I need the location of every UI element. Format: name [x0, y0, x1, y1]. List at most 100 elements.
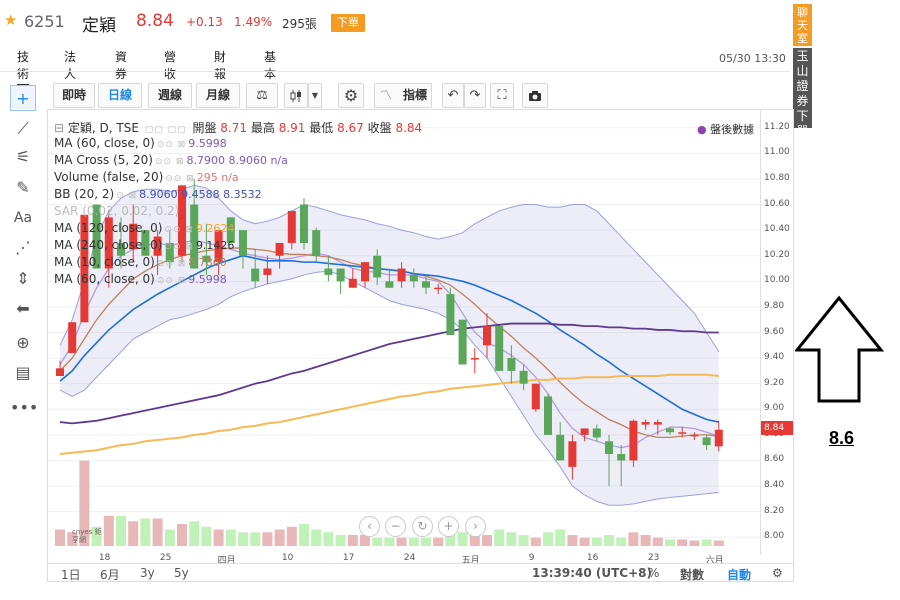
legend-open-label: 開盤 — [192, 121, 217, 135]
price-chart[interactable] — [48, 110, 760, 556]
legend-row[interactable]: Volume (false, 20) ⊙⊙ ⊠ 295 n/a — [54, 170, 422, 187]
y-tick-label: 8.20 — [764, 505, 785, 516]
zoom-out-icon[interactable]: − — [385, 516, 406, 537]
legend-label: SAR (0.02, 0.02, 0.2) — [54, 204, 180, 218]
legend-row[interactable]: MA (60, close, 0) ⊙⊙ ⊠ 9.5998 — [54, 136, 422, 153]
tab-revenue[interactable]: 營收 — [164, 50, 177, 81]
crosshair-icon[interactable]: + — [10, 85, 36, 111]
more-icon[interactable]: ••• — [10, 398, 39, 417]
volume-bar — [116, 515, 126, 546]
camera-icon[interactable] — [522, 83, 548, 108]
series-line-ma-60 — [59, 322, 719, 425]
candle — [92, 204, 101, 269]
log-toggle[interactable]: 對數 — [680, 568, 705, 582]
scroll-right-icon[interactable]: › — [465, 516, 486, 537]
price-change: +0.13 — [186, 15, 223, 29]
candle — [556, 434, 565, 461]
legend-row[interactable]: SAR (0.02, 0.02, 0.2) — [54, 204, 422, 221]
candle — [275, 242, 284, 256]
range-5y[interactable]: 5y — [174, 566, 189, 580]
volume-bar — [421, 537, 431, 546]
ruler-icon[interactable]: ▤ — [15, 363, 31, 382]
candle — [702, 437, 711, 446]
percent-toggle[interactable]: % — [648, 566, 660, 580]
legend-controls-icon[interactable]: ⊙⊙ ⊠ — [165, 174, 195, 184]
pattern-icon[interactable]: ⋰ — [15, 238, 31, 257]
candlestick-icon[interactable] — [284, 83, 308, 108]
chevron-down-icon[interactable]: ▼ — [308, 83, 322, 108]
candle — [202, 255, 211, 263]
stock-name: 定穎 — [82, 16, 116, 36]
tab-basic[interactable]: 基本 — [264, 50, 277, 81]
y-tick-label: 11.00 — [764, 147, 790, 158]
candle — [397, 268, 406, 282]
text-tool-icon[interactable]: Aa — [13, 210, 33, 226]
legend-row[interactable]: MA (60, close, 0) ⊙⊙ ⊠ 9.5998 — [54, 272, 422, 289]
undo-icon[interactable]: ↶ — [442, 83, 464, 108]
daily-button[interactable]: 日線 — [98, 83, 142, 108]
after-hours-label[interactable]: ● 盤後數據 — [697, 123, 755, 136]
volume-bar — [213, 529, 224, 546]
range-3y[interactable]: 3y — [140, 566, 155, 580]
gear-icon[interactable]: ⚙ — [338, 83, 364, 108]
monthly-button[interactable]: 月線 — [196, 83, 240, 108]
legend-row[interactable]: BB (20, 2) ⊙ ⊠ 8.9060 9.4588 8.3532 — [54, 187, 422, 204]
zoom-in-nav-icon[interactable]: + — [438, 516, 459, 537]
legend-row[interactable]: MA Cross (5, 20) ⊙⊙ ⊠ 8.7900 8.9060 n/a — [54, 153, 422, 170]
compare-icon[interactable]: ⚖ — [246, 83, 278, 108]
auto-toggle[interactable]: 自動 — [727, 568, 752, 582]
volume-bar — [177, 524, 187, 546]
range-6m[interactable]: 6月 — [100, 568, 120, 582]
legend-row[interactable]: MA (240, close, 0) ⊙⊙ ⊠ 9.1426 — [54, 238, 422, 255]
candle — [324, 268, 333, 275]
chart-area[interactable] — [47, 109, 794, 582]
fibonacci-icon[interactable]: ⚟ — [15, 147, 31, 166]
tabs-divider — [0, 71, 790, 72]
legend-value: 9.5998 — [188, 137, 227, 150]
tab-margin[interactable]: 資券 — [115, 50, 128, 81]
candle — [104, 217, 113, 269]
legend-row[interactable]: MA (120, close, 0) ⊙⊙ ⊠ 9.2624 — [54, 221, 422, 238]
intraday-button[interactable]: 即時 — [53, 83, 95, 108]
redo-icon[interactable]: ↷ — [464, 83, 486, 108]
order-button[interactable]: 下單 — [331, 14, 365, 32]
tab-institutional[interactable]: 法人 — [64, 50, 77, 81]
settings-icon[interactable]: ⚙ — [772, 566, 783, 580]
fullscreen-icon[interactable]: ⛶ — [490, 83, 514, 108]
chatroom-button[interactable]: 聊天室 — [793, 4, 812, 46]
quote-datetime: 05/30 13:30 — [719, 52, 786, 65]
tab-technical[interactable]: 技術 — [17, 46, 30, 86]
volume-bar — [457, 532, 468, 546]
esun-order-button[interactable]: 玉山證券下單 — [793, 48, 812, 138]
legend-row[interactable]: MA (10, close, 0) ⊙⊙ ⊠ 8.7860 — [54, 255, 422, 272]
trendline-icon[interactable]: ⟋ — [17, 119, 29, 138]
clock-time[interactable]: 13:39:40 (UTC+8) — [532, 566, 652, 580]
legend-controls-icon[interactable]: ⊙⊙ ⊠ — [154, 157, 185, 167]
star-icon[interactable]: ★ — [4, 11, 18, 29]
legend-value: 8.7900 8.9060 n/a — [186, 154, 288, 167]
legend-controls-icon[interactable]: ⊙⊙ ⊠ — [156, 140, 187, 150]
arrow-left-icon[interactable]: ⬅ — [16, 299, 30, 318]
volume-bar — [128, 521, 139, 546]
legend-controls-icon[interactable]: ▢▢ ▢▢ — [144, 125, 187, 135]
weekly-button[interactable]: 週線 — [148, 83, 192, 108]
candle — [68, 322, 77, 353]
legend-label: MA (120, close, 0) — [54, 221, 163, 235]
volume-bar — [323, 532, 334, 546]
measure-icon[interactable]: ⇕ — [16, 269, 30, 288]
legend-controls-icon[interactable]: ⊙⊙ ⊠ — [156, 259, 187, 269]
tab-financials[interactable]: 財報 — [214, 50, 227, 81]
y-tick-label: 10.60 — [764, 198, 790, 209]
indicators-button[interactable]: 〽 指標 — [374, 83, 432, 108]
legend-controls-icon[interactable]: ⊙⊙ ⊠ — [156, 276, 187, 286]
candle — [226, 217, 235, 243]
legend-controls-icon[interactable]: ⊙⊙ ⊠ — [164, 225, 194, 235]
legend-controls-icon[interactable]: ⊙⊙ ⊠ — [164, 242, 194, 252]
brush-icon[interactable]: ✎ — [16, 178, 30, 197]
range-1d[interactable]: 1日 — [61, 568, 81, 582]
legend-controls-icon[interactable]: ⊙ ⊠ — [116, 191, 138, 201]
candle — [422, 281, 430, 288]
reset-icon[interactable]: ↻ — [412, 516, 433, 537]
zoom-in-icon[interactable]: ⊕ — [16, 333, 30, 352]
scroll-left-icon[interactable]: ‹ — [359, 516, 380, 537]
